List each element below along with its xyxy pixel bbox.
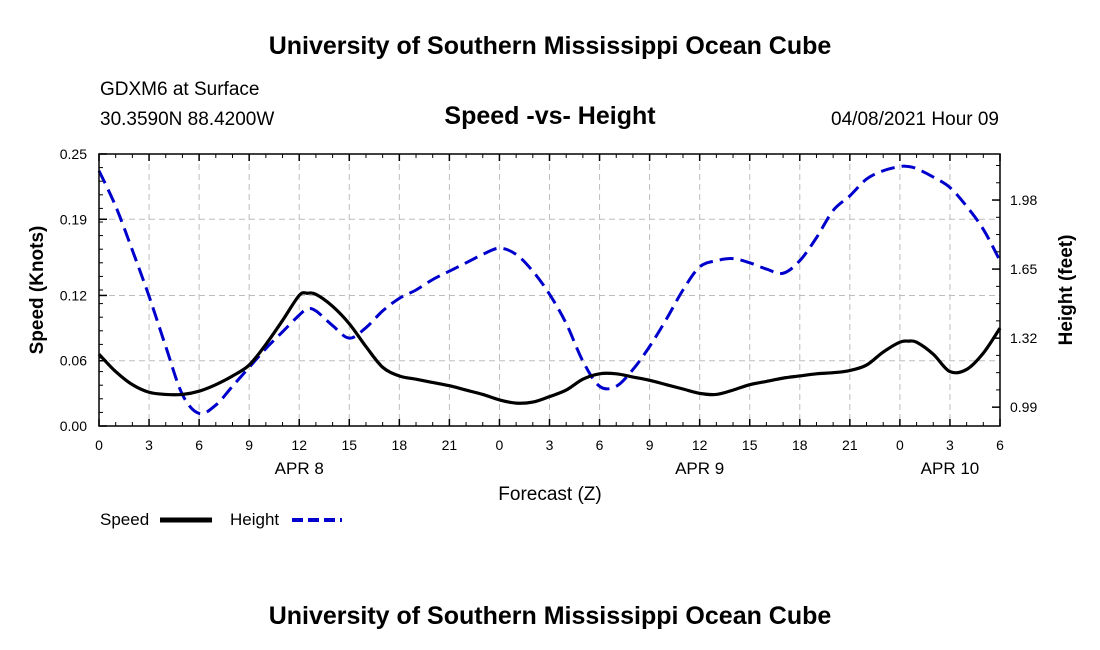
legend: Speed Height bbox=[100, 510, 342, 529]
footer-title: University of Southern Mississippi Ocean… bbox=[269, 602, 832, 630]
y-right-tick-label: 0.99 bbox=[1010, 399, 1037, 415]
axes: 0 3 6 9 12 15 18 21 0 3 6 9 12 15 18 21 0 3 6 APR 8 APR 9 APR… bbox=[60, 146, 1038, 478]
x-tick-label: 6 bbox=[996, 437, 1004, 453]
y-right-tick-label: 1.98 bbox=[1010, 192, 1037, 208]
x-tick-label: 6 bbox=[596, 437, 604, 453]
x-tick-label: 18 bbox=[392, 437, 408, 453]
y-left-tick-label: 0.12 bbox=[60, 287, 87, 303]
x-tick-label: 6 bbox=[195, 437, 203, 453]
y-left-tick-label: 0.00 bbox=[60, 418, 87, 434]
x-tick-label: 3 bbox=[946, 437, 954, 453]
x-tick-label: 15 bbox=[742, 437, 758, 453]
x-tick-label: 9 bbox=[245, 437, 253, 453]
x-tick-label: 12 bbox=[692, 437, 708, 453]
x-tick-label: 18 bbox=[792, 437, 808, 453]
x-tick-label: 0 bbox=[496, 437, 504, 453]
x-tick-label: 3 bbox=[145, 437, 153, 453]
x-tick-label: 9 bbox=[646, 437, 654, 453]
x-tick-label: 0 bbox=[95, 437, 103, 453]
grid-lines bbox=[99, 154, 1000, 426]
x-tick-label: 21 bbox=[842, 437, 858, 453]
y-left-tick-label: 0.19 bbox=[60, 211, 87, 227]
x-tick-label: 21 bbox=[442, 437, 458, 453]
x-tick-label: 0 bbox=[896, 437, 904, 453]
y-axis-right-label: Height (feet) bbox=[1056, 235, 1077, 346]
plot-title: Speed -vs- Height bbox=[444, 102, 656, 130]
series-line-speed bbox=[97, 291, 1002, 405]
y-right-tick-label: 1.32 bbox=[1010, 330, 1037, 346]
location-label: 30.3590N 88.4200W bbox=[100, 109, 274, 130]
x-tick-label: 12 bbox=[291, 437, 307, 453]
legend-label-height: Height bbox=[230, 510, 279, 529]
date-label: APR 8 bbox=[275, 459, 324, 478]
station-label: GDXM6 at Surface bbox=[100, 79, 259, 100]
y-axis-left-label: Speed (Knots) bbox=[27, 226, 48, 355]
datetime-label: 04/08/2021 Hour 09 bbox=[831, 109, 999, 130]
y-right-tick-label: 1.65 bbox=[1010, 261, 1037, 277]
x-tick-label: 3 bbox=[546, 437, 554, 453]
x-axis-label: Forecast (Z) bbox=[498, 484, 601, 505]
page-title: University of Southern Mississippi Ocean… bbox=[269, 32, 832, 60]
legend-label-speed: Speed bbox=[100, 510, 149, 529]
y-left-tick-label: 0.25 bbox=[60, 146, 87, 162]
date-label: APR 9 bbox=[675, 459, 724, 478]
y-left-tick-label: 0.06 bbox=[60, 353, 87, 369]
x-tick-label: 15 bbox=[341, 437, 357, 453]
series-layer bbox=[97, 164, 1002, 416]
date-label: APR 10 bbox=[921, 459, 980, 478]
